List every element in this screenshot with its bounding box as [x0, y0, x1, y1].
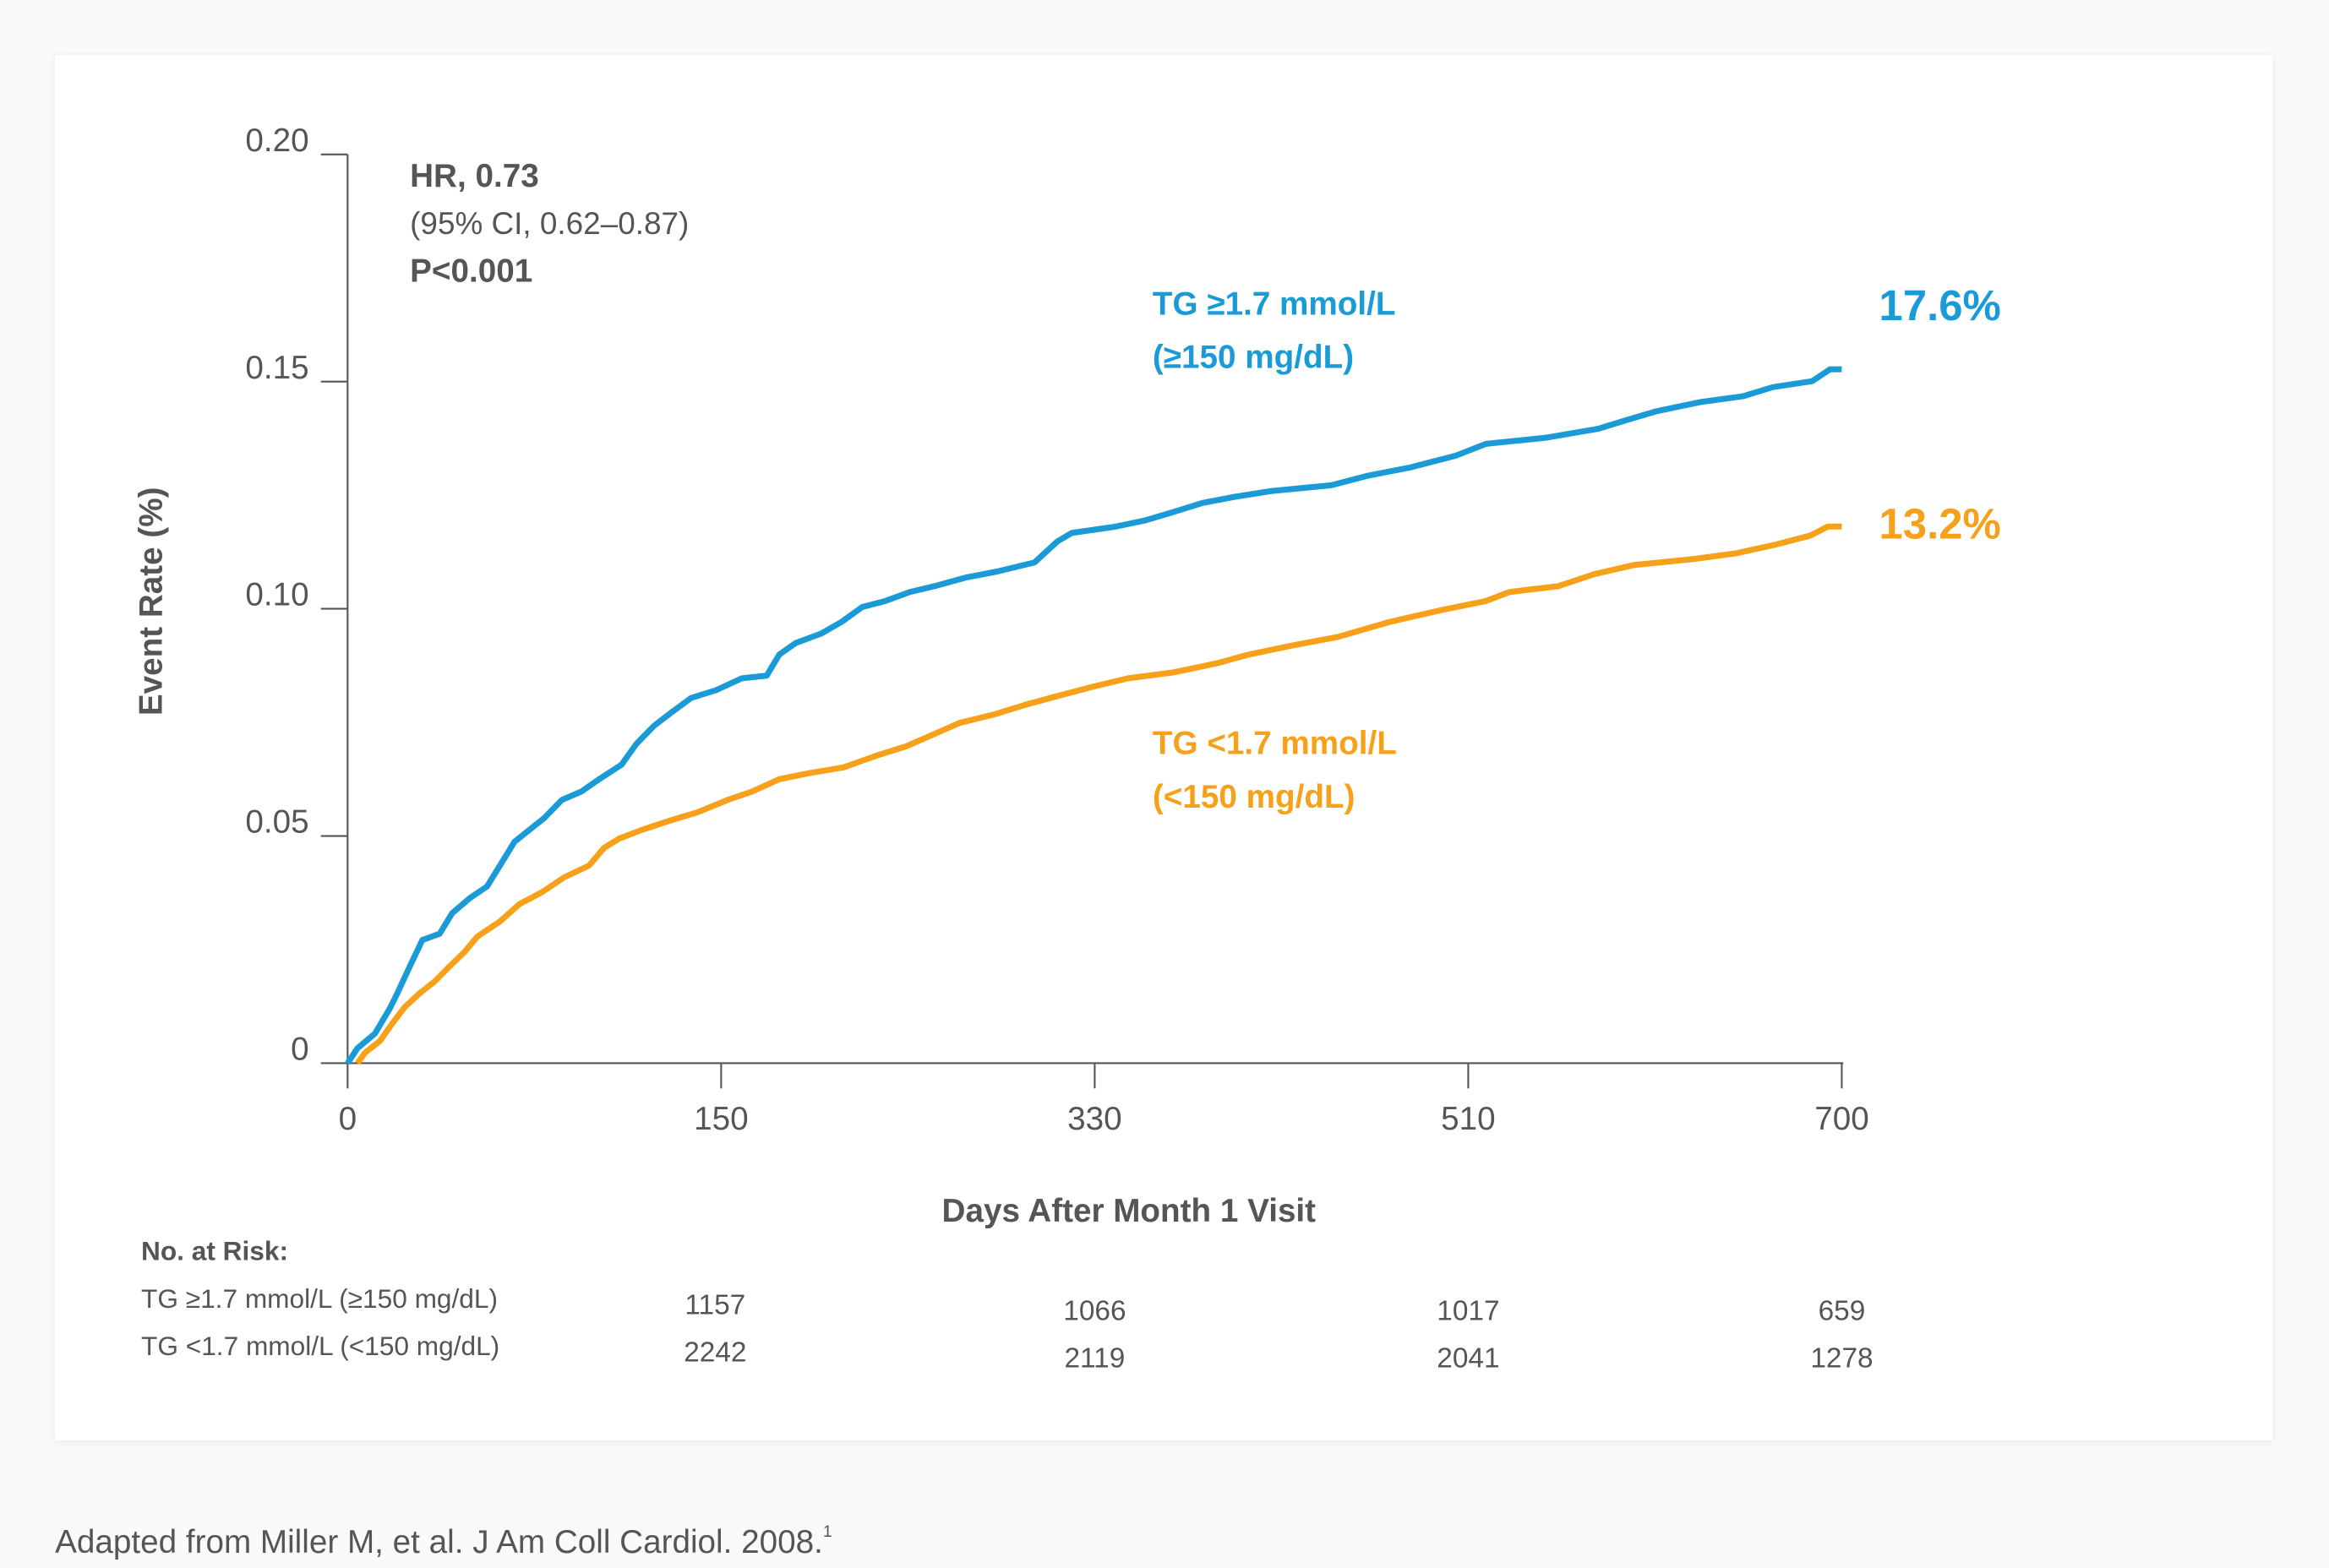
risk-value: 1157: [685, 1289, 745, 1320]
risk-value: 659: [1819, 1296, 1866, 1327]
x-tick-label: 0: [339, 1101, 357, 1137]
x-tick-label: 150: [694, 1101, 749, 1137]
risk-value: 1066: [1063, 1296, 1126, 1327]
x-axis-title: Days After Month 1 Visit: [942, 1193, 1317, 1229]
source-ref: 1: [823, 1523, 832, 1541]
risk-value: 2041: [1437, 1343, 1499, 1375]
end-label: 17.6%: [1879, 281, 2000, 329]
x-tick-label: 330: [1067, 1101, 1122, 1137]
risk-value: 1278: [1810, 1343, 1873, 1375]
series-label: TG <1.7 mmol/L: [1153, 726, 1397, 762]
annotation: (95% CI, 0.62–0.87): [410, 206, 689, 241]
series-sublabel: (<150 mg/dL): [1153, 779, 1355, 815]
series-sublabel: (≥150 mg/dL): [1153, 340, 1354, 376]
source-text: Adapted from Miller M, et al. J Am Coll …: [55, 1524, 823, 1560]
y-tick-label: 0: [291, 1032, 308, 1068]
y-tick-label: 0.05: [245, 804, 308, 841]
risk-row-label: TG <1.7 mmol/L (<150 mg/dL): [141, 1331, 499, 1361]
risk-row-label: TG ≥1.7 mmol/L (≥150 mg/dL): [141, 1283, 498, 1314]
y-tick-label: 0.15: [245, 350, 308, 386]
risk-value: 2242: [684, 1337, 746, 1369]
series-label: TG ≥1.7 mmol/L: [1153, 286, 1396, 322]
x-tick-label: 700: [1814, 1101, 1869, 1137]
end-label: 13.2%: [1879, 499, 2000, 547]
y-tick-label: 0.10: [245, 577, 308, 613]
source: Adapted from Miller M, et al. J Am Coll …: [55, 1523, 832, 1560]
risk-title: No. at Risk:: [141, 1236, 288, 1266]
series-line: [355, 523, 1842, 1065]
y-axis-title: Event Rate (%): [133, 487, 169, 716]
y-tick-label: 0.20: [245, 122, 308, 159]
x-tick-label: 510: [1441, 1101, 1496, 1137]
series-line: [345, 366, 1842, 1065]
risk-value: 1017: [1437, 1296, 1499, 1327]
risk-value: 2119: [1065, 1343, 1126, 1375]
annotation: HR, 0.73: [410, 158, 539, 194]
card: [55, 55, 2273, 1440]
annotation: P<0.001: [410, 253, 532, 290]
